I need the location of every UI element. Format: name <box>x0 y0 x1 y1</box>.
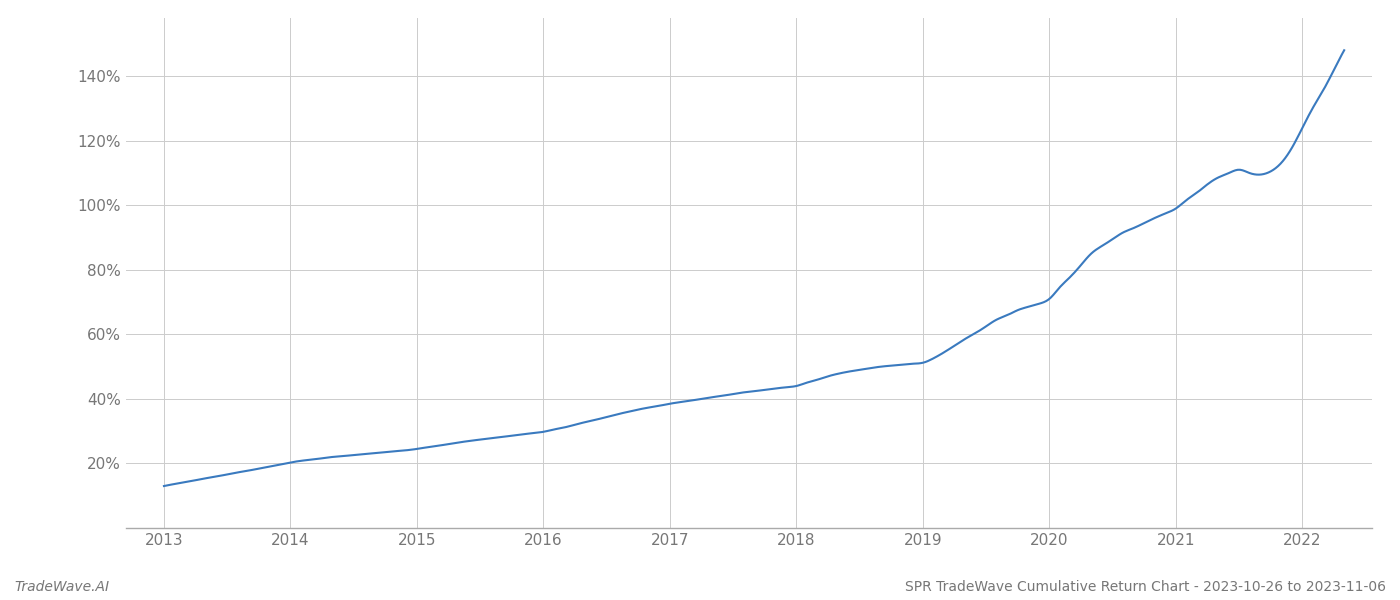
Text: SPR TradeWave Cumulative Return Chart - 2023-10-26 to 2023-11-06: SPR TradeWave Cumulative Return Chart - … <box>904 580 1386 594</box>
Text: TradeWave.AI: TradeWave.AI <box>14 580 109 594</box>
